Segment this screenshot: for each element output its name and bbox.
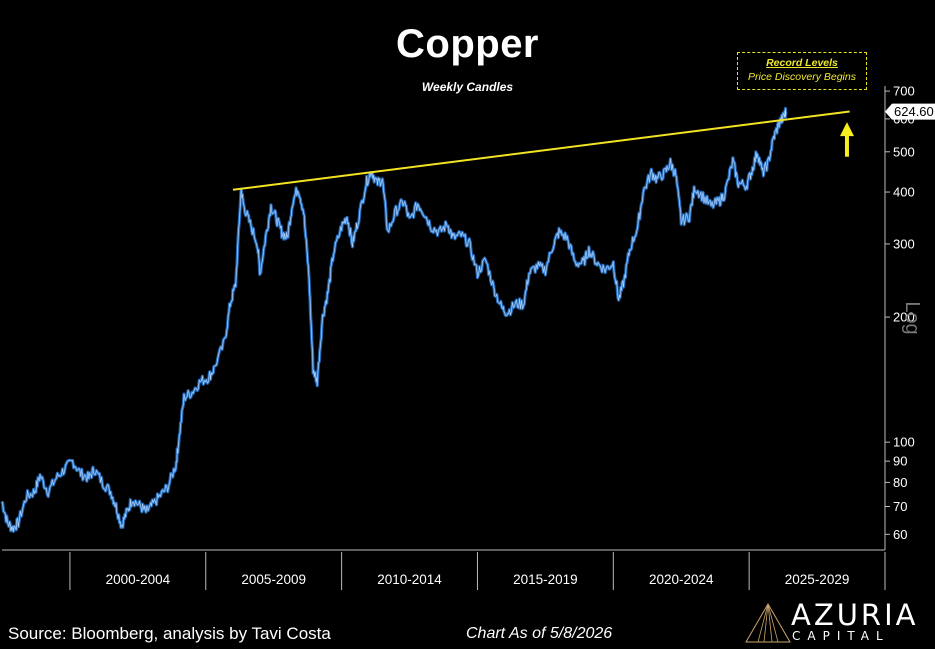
x-category-label: 2020-2024 bbox=[649, 572, 714, 587]
x-category-label: 2000-2004 bbox=[106, 572, 171, 587]
annotation-heading: Record Levels bbox=[766, 57, 838, 69]
y-tick-label: 80 bbox=[893, 475, 907, 490]
y-tick-label: 90 bbox=[893, 454, 907, 469]
up-arrow-head-icon bbox=[839, 122, 854, 137]
chart-title: Copper bbox=[396, 22, 539, 66]
resistance-trendline bbox=[232, 110, 850, 191]
y-scale-label: Log bbox=[901, 301, 923, 334]
x-category-label: 2005-2009 bbox=[241, 572, 306, 587]
y-tick-label: 200 bbox=[893, 310, 915, 325]
last-value-marker bbox=[885, 103, 935, 120]
y-tick-label: 400 bbox=[893, 185, 915, 200]
y-tick-label: 500 bbox=[893, 144, 915, 159]
x-category-label: 2010-2014 bbox=[377, 572, 442, 587]
y-tick-label: 300 bbox=[893, 236, 915, 251]
as-of-date: Chart As of 5/8/2026 bbox=[466, 625, 613, 642]
record-levels-annotation: Record Levels Price Discovery Begins bbox=[737, 52, 867, 90]
source-note: Source: Bloomberg, analysis by Tavi Cost… bbox=[8, 624, 331, 643]
price-series-highlight bbox=[1, 108, 787, 532]
x-category-label: 2015-2019 bbox=[513, 572, 578, 587]
azuria-logo-icon bbox=[745, 603, 791, 643]
y-tick-label: 100 bbox=[893, 435, 915, 450]
y-tick-label: 60 bbox=[893, 527, 907, 542]
logo-wordmark: AZURIA bbox=[791, 598, 919, 632]
price-series-shadow bbox=[0, 106, 788, 533]
annotation-text: Price Discovery Begins bbox=[748, 71, 856, 83]
y-tick-label: 70 bbox=[893, 499, 907, 514]
last-value-label: 624.60 bbox=[894, 104, 934, 119]
y-tick-label: 700 bbox=[893, 84, 915, 99]
x-category-label: 2025-2029 bbox=[785, 572, 850, 587]
chart-subtitle: Weekly Candles bbox=[421, 80, 514, 94]
logo-subtext: CAPITAL bbox=[792, 629, 890, 643]
price-series-line bbox=[1, 107, 787, 533]
